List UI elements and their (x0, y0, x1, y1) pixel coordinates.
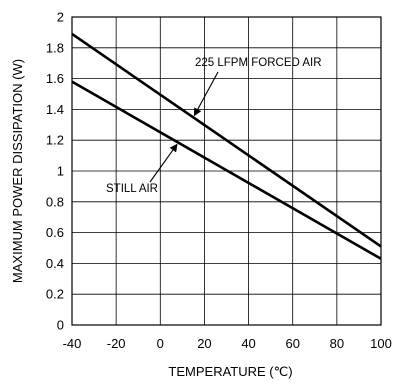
y-tick-labels: 0 0.2 0.4 0.6 0.8 1 1.2 1.4 1.6 1.8 2 (46, 10, 64, 333)
x-axis-title: TEMPERATURE (℃) (168, 364, 292, 379)
y-tick-label: 0.4 (46, 256, 64, 271)
annotation-forced-air: 225 LFPM FORCED AIR (195, 57, 322, 69)
y-axis-title: MAXIMUM POWER DISSIPATION (W) (10, 59, 25, 283)
y-tick-label: 1.6 (46, 71, 64, 86)
x-tick-label: -20 (107, 336, 126, 351)
annotations: 225 LFPM FORCED AIR STILL AIR (106, 57, 322, 195)
x-tick-label: 40 (241, 336, 255, 351)
y-tick-label: 1.2 (46, 133, 64, 148)
series-line-still-air (71, 80, 382, 260)
x-tick-labels: -40 -20 0 20 40 60 80 100 (63, 336, 392, 351)
series-line-forced-air (71, 32, 382, 248)
series-lines (71, 32, 382, 260)
annotation-arrow-forced-air (193, 71, 219, 117)
y-tick-label: 1.4 (46, 102, 64, 117)
y-tick-label: 0.6 (46, 225, 64, 240)
x-tick-label: 60 (285, 336, 299, 351)
x-tick-label: -40 (63, 336, 82, 351)
plot-frame (71, 16, 382, 326)
y-tick-label: 0 (57, 318, 64, 333)
x-tick-label: 0 (157, 336, 164, 351)
x-tick-label: 100 (370, 336, 392, 351)
y-tick-label: 1 (57, 164, 64, 179)
x-tick-label: 80 (330, 336, 344, 351)
annotation-arrow-still-air (149, 143, 178, 183)
y-tick-label: 0.2 (46, 287, 64, 302)
y-tick-label: 0.8 (46, 194, 64, 209)
x-tick-label: 20 (197, 336, 211, 351)
y-tick-label: 1.8 (46, 40, 64, 55)
annotation-still-air: STILL AIR (106, 183, 158, 195)
y-tick-label: 2 (57, 10, 64, 25)
